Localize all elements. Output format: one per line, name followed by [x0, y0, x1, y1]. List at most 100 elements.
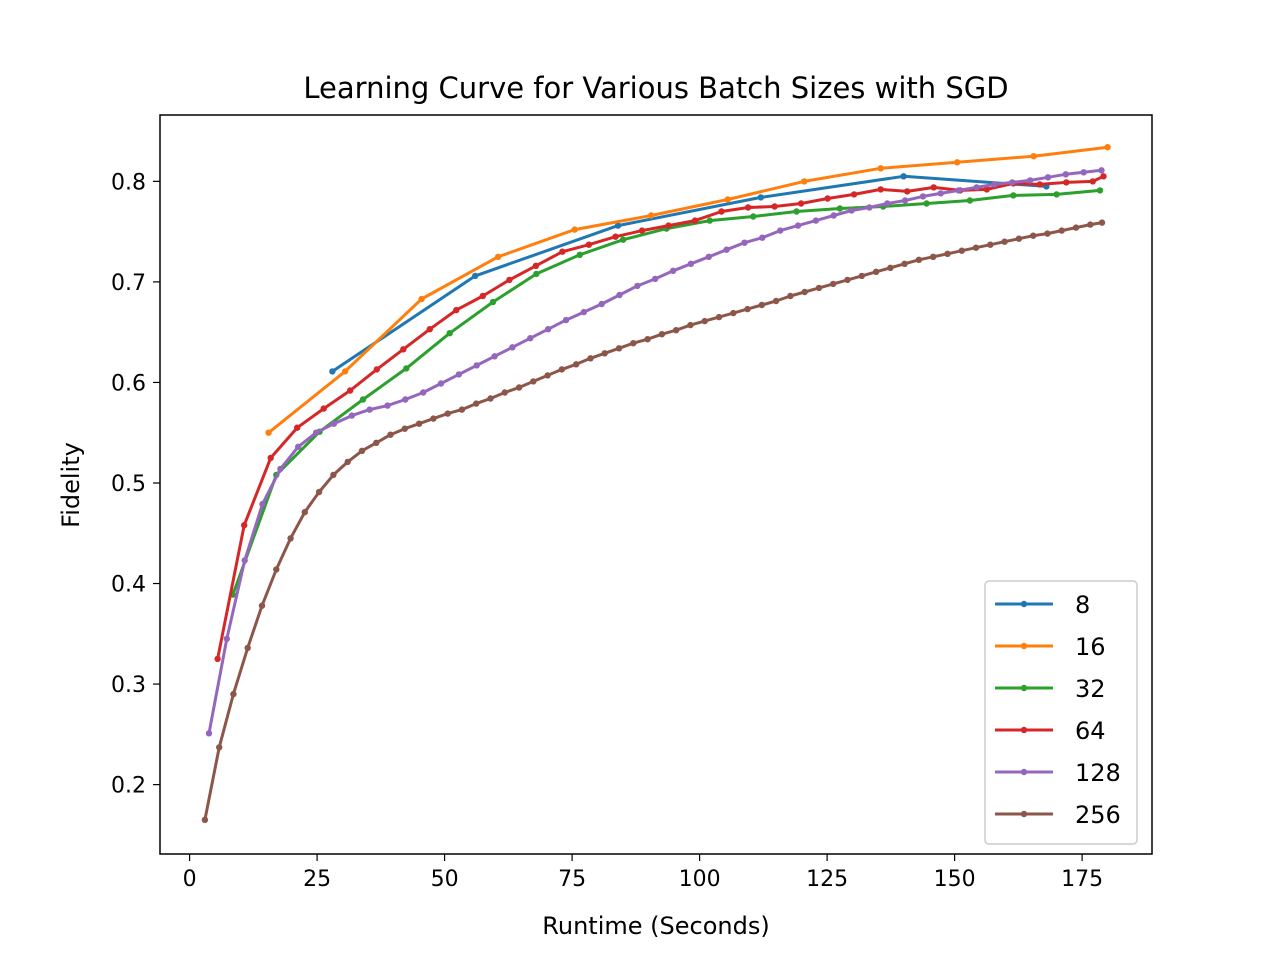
data-point [850, 191, 858, 198]
data-point [848, 207, 855, 214]
data-point [724, 196, 731, 203]
data-point [691, 217, 699, 224]
data-point [258, 602, 266, 609]
legend-label: 32 [1075, 675, 1106, 703]
data-point [937, 190, 944, 197]
legend-label: 128 [1075, 759, 1121, 787]
y-tick-label: 0.4 [111, 573, 146, 598]
x-tick-label: 25 [303, 867, 331, 892]
y-tick-label: 0.3 [111, 673, 146, 698]
data-point [901, 260, 908, 267]
x-tick-label: 50 [431, 867, 459, 892]
data-point [387, 431, 394, 438]
x-tick-label: 175 [1061, 867, 1103, 892]
data-point [771, 203, 778, 210]
data-point [267, 454, 274, 462]
data-point [701, 317, 708, 325]
data-point [884, 200, 891, 207]
data-point [1036, 181, 1044, 188]
ticks-layer: 0 25 50 75 100 125 150 175 0.2 0.3 0.4 0.5 0.6 0.7 0.8 [111, 170, 1103, 892]
data-point [958, 247, 965, 254]
data-point [718, 208, 725, 215]
data-point [315, 488, 323, 496]
data-point [750, 213, 757, 220]
legend-label: 64 [1075, 717, 1106, 745]
data-point [509, 344, 516, 351]
data-point [330, 420, 338, 427]
data-point [491, 353, 498, 360]
data-point [544, 372, 551, 379]
legend-item-32: 32 [995, 675, 1106, 703]
data-point [562, 316, 570, 324]
series-8 [329, 173, 1050, 375]
data-point [991, 181, 998, 188]
data-point [558, 366, 566, 373]
data-point [706, 217, 713, 224]
y-tick-label: 0.6 [111, 371, 146, 396]
series-layer [201, 144, 1111, 823]
data-point [1058, 227, 1065, 234]
legend-label: 8 [1075, 591, 1090, 619]
data-point [601, 350, 608, 357]
data-point [619, 236, 627, 243]
x-tick-label: 125 [806, 867, 848, 892]
data-point [453, 306, 460, 314]
data-point [1062, 171, 1070, 178]
data-point [830, 280, 837, 288]
y-axis-label: Fidelity [57, 442, 85, 528]
y-tick-label: 0.8 [111, 170, 146, 195]
data-point [1089, 178, 1097, 185]
data-point [705, 253, 712, 260]
data-point [669, 267, 677, 274]
plot-frame [159, 114, 1153, 855]
data-point [571, 226, 578, 233]
data-point [473, 400, 480, 407]
x-tick-label: 100 [679, 867, 721, 892]
data-point [418, 295, 425, 303]
data-point [801, 178, 808, 185]
data-point [294, 424, 301, 431]
data-point [634, 282, 641, 290]
data-point [904, 188, 911, 195]
data-point [400, 346, 407, 353]
data-point [1063, 179, 1070, 186]
data-point [341, 368, 349, 375]
data-point [1072, 224, 1080, 231]
data-point [1001, 238, 1008, 245]
data-point [1098, 219, 1106, 226]
data-point [687, 260, 695, 267]
data-point [598, 300, 605, 308]
data-point [347, 387, 354, 394]
data-point [489, 298, 497, 306]
x-tick-label: 150 [934, 867, 976, 892]
data-point [793, 208, 800, 215]
data-point [758, 301, 765, 309]
data-point [672, 327, 680, 334]
data-point [473, 362, 480, 369]
data-point [744, 305, 751, 313]
data-point [415, 420, 423, 427]
data-point [506, 276, 513, 284]
data-point [344, 458, 351, 466]
data-point [730, 309, 737, 317]
data-point [373, 439, 380, 446]
data-point [759, 234, 766, 241]
data-point [479, 292, 486, 300]
data-point [277, 465, 284, 473]
data-point [858, 272, 865, 280]
legend-marker [1020, 684, 1028, 692]
legend-marker [1020, 768, 1028, 776]
data-point [614, 222, 622, 229]
data-point [580, 308, 587, 316]
data-point [515, 384, 523, 391]
series-256 [201, 219, 1106, 823]
data-point [403, 365, 410, 372]
data-point [919, 193, 927, 200]
data-point [1044, 174, 1052, 181]
legend-marker [1020, 810, 1028, 818]
series-line-16 [267, 145, 1108, 434]
data-point [201, 816, 209, 823]
legend: 8 16 32 64 128 256 [984, 580, 1138, 845]
data-point [273, 566, 280, 573]
data-point [665, 222, 672, 229]
